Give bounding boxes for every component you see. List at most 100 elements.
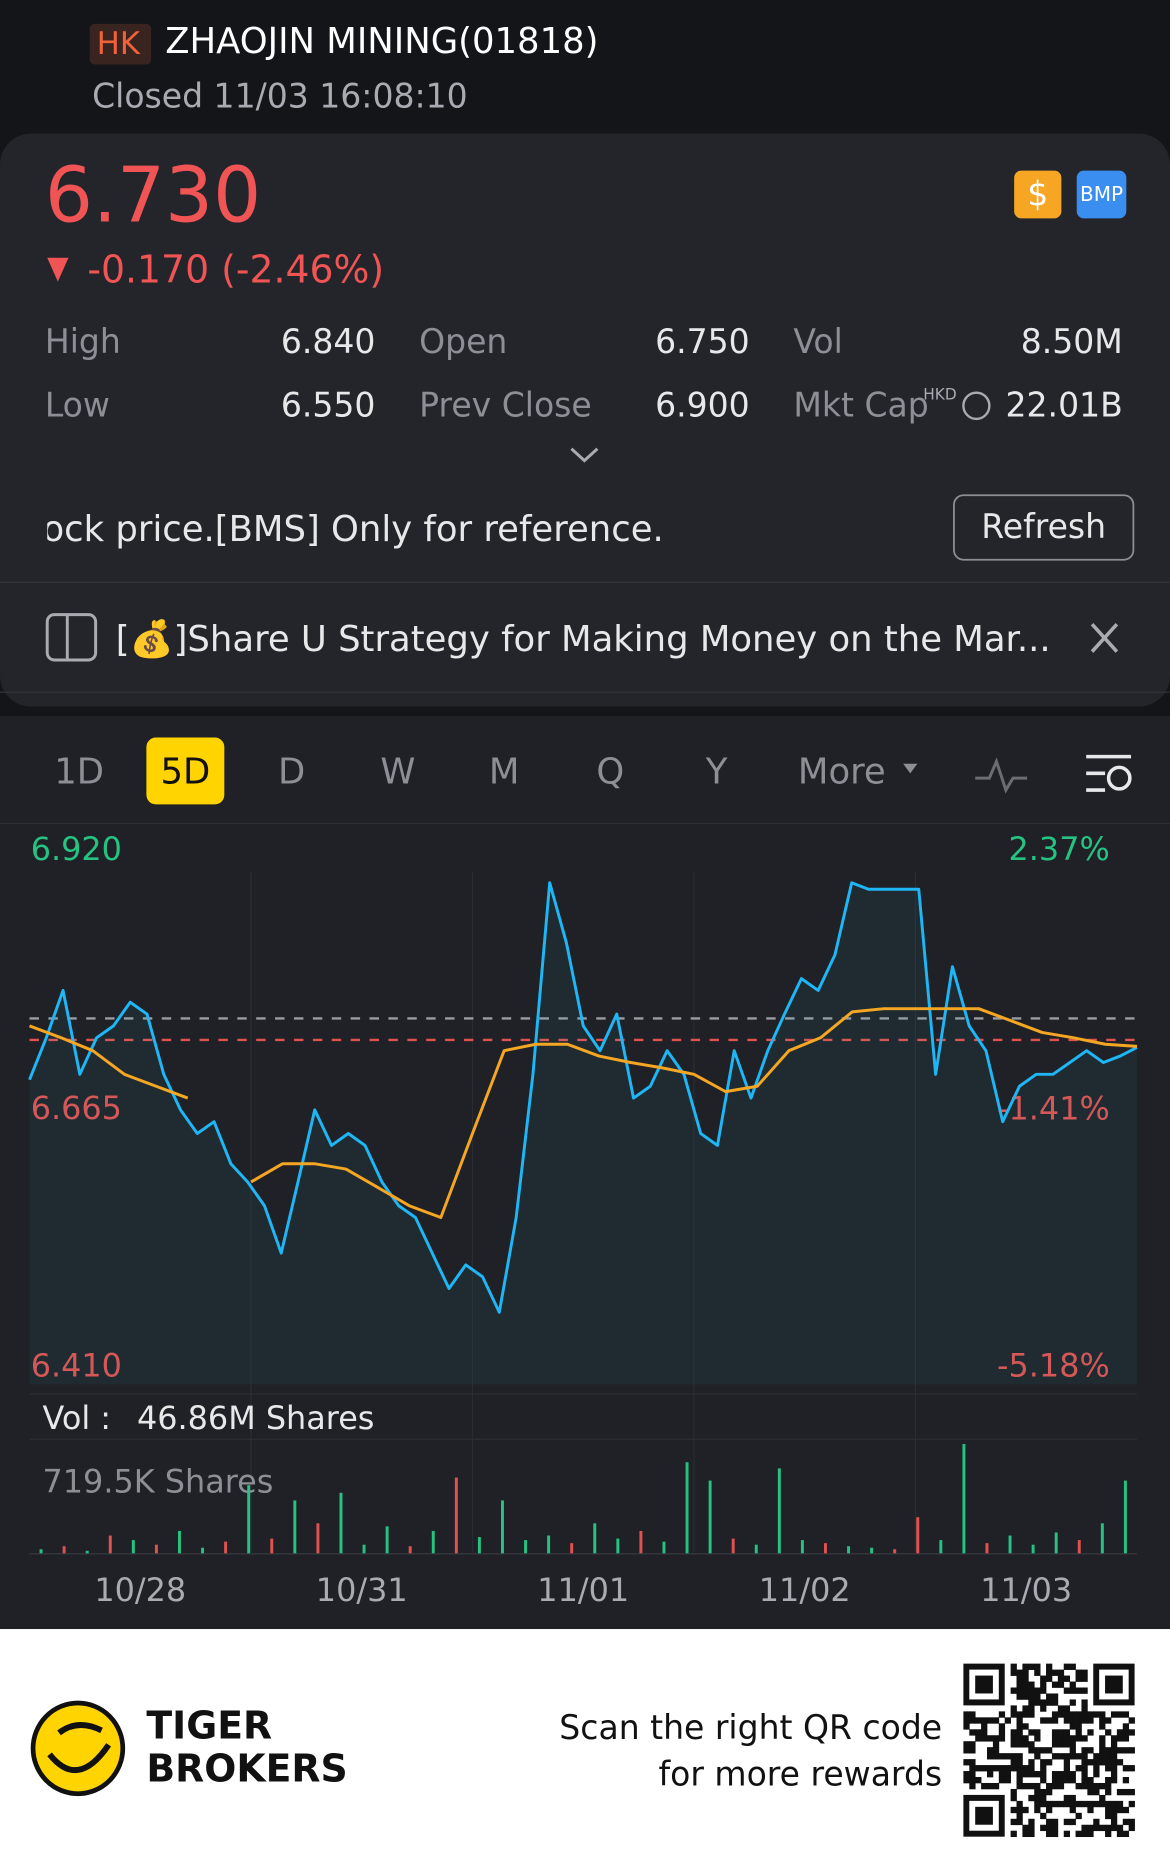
qr-cell (1010, 1741, 1017, 1748)
volume-bar (339, 1492, 343, 1554)
bmp-icon[interactable] (1076, 170, 1127, 219)
settings-icon[interactable] (1086, 754, 1132, 792)
tab[interactable]: W (380, 751, 415, 792)
qr-cell (1057, 1735, 1065, 1742)
currency-icon[interactable] (1014, 170, 1062, 219)
stat-label: Prev Close (419, 385, 592, 424)
qr-cell (1093, 1782, 1100, 1790)
news-icon (45, 613, 98, 662)
qr-cell (1040, 1699, 1047, 1706)
qr-cell (1028, 1782, 1035, 1790)
qr-cell (1004, 1771, 1011, 1778)
qr-cell (998, 1729, 1006, 1736)
volume-bar (1031, 1544, 1035, 1554)
qr-cell (1087, 1717, 1094, 1724)
qr-cell (1016, 1759, 1023, 1766)
qr-cell (1022, 1824, 1029, 1832)
qr-cell (1022, 1782, 1029, 1790)
qr-cell (1087, 1711, 1094, 1718)
qr-cell (1046, 1759, 1053, 1766)
qr-cell (1081, 1753, 1088, 1760)
tab[interactable]: Y (705, 751, 728, 792)
qr-cell (1028, 1699, 1035, 1706)
qr-cell (1057, 1705, 1065, 1712)
y2-tick-label: -5.18% (997, 1347, 1110, 1385)
qr-cell (1022, 1830, 1029, 1838)
qr-cell (1099, 1723, 1106, 1730)
volume-bar (408, 1546, 412, 1554)
qr-finder-core (975, 1675, 993, 1694)
qr-cell (1122, 1777, 1130, 1784)
qr-cell (1128, 1717, 1135, 1724)
market-badge (89, 23, 152, 65)
qr-cell (1099, 1824, 1106, 1832)
qr-cell (1081, 1747, 1088, 1754)
qr-cell (1087, 1806, 1094, 1814)
qr-cell (1122, 1806, 1130, 1814)
qr-cell (981, 1723, 988, 1730)
banner-text[interactable]: [💰]Share U Strategy for Making Money on … (116, 618, 1051, 660)
volume-label: Vol : (43, 1399, 112, 1437)
qr-cell (1063, 1818, 1071, 1826)
qr-cell (1116, 1759, 1124, 1766)
qr-cell (1016, 1812, 1023, 1820)
tab[interactable]: M (489, 751, 520, 792)
qr-cell (1028, 1818, 1035, 1826)
qr-cell (1122, 1747, 1130, 1754)
qr-cell (1116, 1806, 1124, 1814)
volume-bar (247, 1485, 251, 1554)
qr-cell (1028, 1771, 1035, 1778)
volume-bar (201, 1547, 205, 1554)
qr-cell (1128, 1800, 1135, 1808)
tab[interactable]: 1D (54, 751, 104, 792)
change: -0.170 (-2.46%) (87, 247, 384, 291)
qr-cell (1010, 1729, 1017, 1736)
qr-cell (1099, 1794, 1106, 1802)
qr-cell (1069, 1699, 1076, 1706)
qr-cell (1046, 1824, 1053, 1832)
qr-cell (1081, 1782, 1088, 1790)
qr-cell (1116, 1830, 1124, 1838)
qr-cell (1081, 1777, 1088, 1784)
indicator-icon[interactable] (975, 757, 1028, 794)
qr-cell (1028, 1693, 1035, 1700)
refresh-button[interactable] (953, 494, 1135, 561)
qr-cell (1051, 1735, 1059, 1742)
qr-cell (1069, 1711, 1076, 1718)
info-icon[interactable] (962, 391, 991, 421)
qr-cell (1040, 1812, 1047, 1820)
stat-value: 6.840 (281, 322, 376, 361)
tab[interactable]: D (278, 751, 305, 792)
qr-cell (1105, 1717, 1112, 1724)
qr-cell (1004, 1765, 1011, 1772)
close[interactable] (1090, 622, 1119, 653)
volume-bar (501, 1500, 504, 1554)
qr-cell (1016, 1818, 1023, 1826)
qr-cell (992, 1753, 1000, 1760)
qr-cell (1110, 1800, 1118, 1808)
qr-cell (1110, 1741, 1118, 1748)
qr-cell (1010, 1759, 1017, 1766)
tab[interactable]: 5D (160, 751, 210, 792)
qr-cell (1010, 1753, 1017, 1760)
qr-cell (1046, 1788, 1053, 1796)
qr-cell (1063, 1711, 1071, 1718)
qr-cell (1034, 1788, 1041, 1796)
y-tick-label: 6.665 (31, 1089, 122, 1127)
tab[interactable]: More (798, 751, 886, 792)
tab[interactable]: Q (596, 751, 624, 792)
stat-label: Vol (793, 322, 842, 361)
expand[interactable] (570, 447, 599, 463)
qr-cell (1040, 1681, 1047, 1688)
qr-cell (1081, 1669, 1088, 1676)
qr-cell (1081, 1705, 1088, 1712)
qr-cell (1087, 1824, 1094, 1832)
qr-cell (1110, 1735, 1118, 1742)
qr-cell (1016, 1806, 1023, 1814)
qr-cell (1051, 1693, 1059, 1700)
qr-cell (1040, 1800, 1047, 1808)
qr-cell (1057, 1782, 1065, 1790)
qr-cell (1022, 1705, 1029, 1712)
qr-cell (1040, 1824, 1047, 1832)
